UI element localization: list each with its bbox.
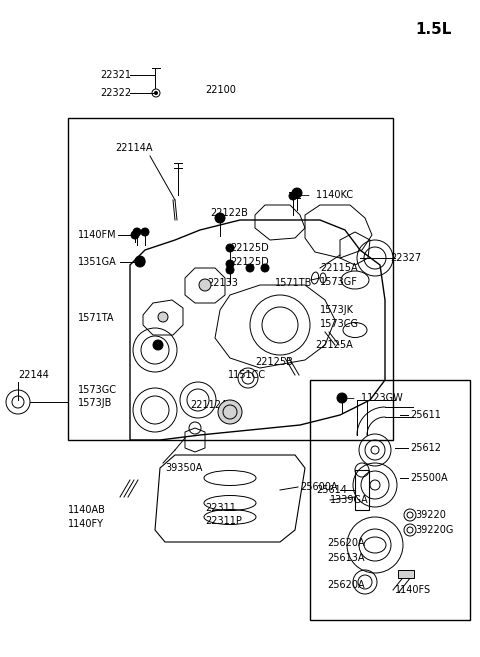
Text: 22322: 22322 — [100, 88, 131, 98]
Circle shape — [155, 91, 157, 95]
Circle shape — [261, 264, 269, 272]
Text: 25620A: 25620A — [327, 580, 365, 590]
Circle shape — [337, 393, 347, 403]
Circle shape — [226, 260, 234, 268]
Circle shape — [215, 213, 225, 223]
Circle shape — [141, 228, 149, 236]
Text: 1573GF: 1573GF — [320, 277, 358, 287]
Text: 25620A: 25620A — [327, 538, 365, 548]
Text: 1571TA: 1571TA — [78, 313, 115, 323]
Text: 25614: 25614 — [316, 485, 347, 495]
Circle shape — [158, 312, 168, 322]
Text: 22311P: 22311P — [205, 516, 242, 526]
Bar — [355, 470, 369, 510]
Text: 1140FS: 1140FS — [395, 585, 431, 595]
Text: 1571TB: 1571TB — [275, 278, 312, 288]
Text: 22122B: 22122B — [210, 208, 248, 218]
Text: 1140FM: 1140FM — [78, 230, 117, 240]
Text: 22327: 22327 — [390, 253, 421, 263]
Text: 1573JK: 1573JK — [320, 305, 354, 315]
Text: 1151CC: 1151CC — [228, 370, 266, 380]
Text: 1.5L: 1.5L — [415, 22, 451, 37]
Bar — [310, 380, 470, 620]
Circle shape — [226, 244, 234, 252]
Circle shape — [133, 228, 141, 236]
Circle shape — [246, 264, 254, 272]
Text: 22112A: 22112A — [190, 400, 228, 410]
Text: 1339GA: 1339GA — [330, 495, 369, 505]
Text: 22114A: 22114A — [115, 143, 153, 153]
Text: 25500A: 25500A — [410, 473, 448, 483]
Text: 25600A: 25600A — [300, 482, 337, 492]
Text: 1573GC: 1573GC — [78, 385, 117, 395]
Text: 25612: 25612 — [410, 443, 441, 453]
Text: 22133: 22133 — [207, 278, 238, 288]
Text: 25613A: 25613A — [327, 553, 364, 563]
Circle shape — [292, 188, 302, 198]
Text: 22321: 22321 — [100, 70, 131, 80]
Circle shape — [131, 231, 139, 239]
Text: 39220G: 39220G — [415, 525, 454, 535]
Text: 22311: 22311 — [205, 503, 236, 513]
Text: 22125D: 22125D — [230, 243, 269, 253]
Text: 1140AB: 1140AB — [68, 505, 106, 515]
Text: 39220: 39220 — [415, 510, 446, 520]
Circle shape — [199, 279, 211, 291]
Bar — [398, 570, 414, 578]
Circle shape — [135, 256, 145, 266]
Circle shape — [226, 266, 234, 274]
Text: 22125D: 22125D — [230, 257, 269, 267]
Text: 1140FY: 1140FY — [68, 519, 104, 529]
Text: 22115A: 22115A — [320, 263, 358, 273]
Circle shape — [135, 257, 145, 267]
Text: 22144: 22144 — [18, 370, 49, 380]
Text: 1573CG: 1573CG — [320, 319, 359, 329]
Text: 1573JB: 1573JB — [78, 398, 112, 408]
Circle shape — [153, 340, 163, 350]
Text: 1351GA: 1351GA — [78, 257, 117, 267]
Bar — [68, 118, 393, 440]
Text: 22125B: 22125B — [255, 357, 293, 367]
Circle shape — [289, 192, 297, 200]
Text: 25611: 25611 — [410, 410, 441, 420]
Text: 22125A: 22125A — [315, 340, 353, 350]
Text: —  1140KC: — 1140KC — [300, 190, 353, 200]
Text: —  1123GW: — 1123GW — [345, 393, 403, 403]
Text: 39350A: 39350A — [165, 463, 203, 473]
Text: 22100: 22100 — [205, 85, 236, 95]
Circle shape — [218, 400, 242, 424]
